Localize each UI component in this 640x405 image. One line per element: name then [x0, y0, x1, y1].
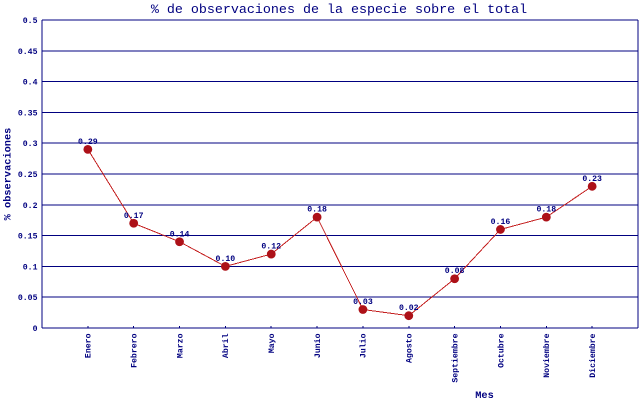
svg-text:0.16: 0.16: [491, 218, 511, 227]
svg-text:0.3: 0.3: [23, 140, 38, 149]
svg-text:0.4: 0.4: [23, 79, 38, 88]
svg-text:0.10: 0.10: [216, 255, 236, 264]
svg-text:Mayo: Mayo: [268, 333, 277, 353]
svg-text:0.02: 0.02: [399, 304, 419, 313]
svg-text:Noviembre: Noviembre: [542, 333, 552, 377]
svg-text:Julio: Julio: [359, 333, 369, 358]
svg-text:0.05: 0.05: [18, 294, 38, 303]
svg-text:0.35: 0.35: [18, 109, 38, 118]
svg-text:0.2: 0.2: [23, 202, 38, 211]
svg-text:0.17: 0.17: [124, 212, 144, 221]
svg-text:Octubre: Octubre: [496, 333, 506, 367]
svg-text:0.5: 0.5: [23, 17, 38, 26]
svg-text:% observaciones: % observaciones: [3, 128, 15, 221]
svg-text:Junio: Junio: [313, 333, 323, 358]
svg-text:% de observaciones de la espec: % de observaciones de la especie sobre e…: [151, 3, 527, 18]
svg-text:0.18: 0.18: [307, 206, 327, 215]
svg-text:Agosto: Agosto: [406, 333, 415, 363]
svg-text:Febrero: Febrero: [129, 333, 139, 367]
svg-text:0.25: 0.25: [18, 171, 38, 180]
svg-text:Septiembre: Septiembre: [450, 333, 460, 382]
svg-text:Enero: Enero: [85, 333, 94, 358]
svg-text:0.14: 0.14: [170, 230, 190, 239]
svg-text:0.1: 0.1: [23, 263, 38, 272]
svg-text:0.15: 0.15: [18, 233, 38, 242]
svg-text:0.45: 0.45: [18, 48, 38, 57]
svg-text:Diciembre: Diciembre: [588, 333, 598, 377]
svg-text:Marzo: Marzo: [176, 333, 185, 358]
svg-text:Mes: Mes: [475, 390, 494, 400]
svg-text:0.03: 0.03: [353, 298, 373, 307]
svg-text:0.29: 0.29: [78, 138, 98, 147]
svg-text:Abril: Abril: [221, 333, 231, 358]
svg-text:0.18: 0.18: [536, 206, 556, 215]
svg-text:0: 0: [33, 325, 38, 334]
svg-text:0.23: 0.23: [582, 175, 602, 184]
svg-text:0.12: 0.12: [261, 243, 281, 252]
svg-text:0.08: 0.08: [445, 267, 465, 276]
